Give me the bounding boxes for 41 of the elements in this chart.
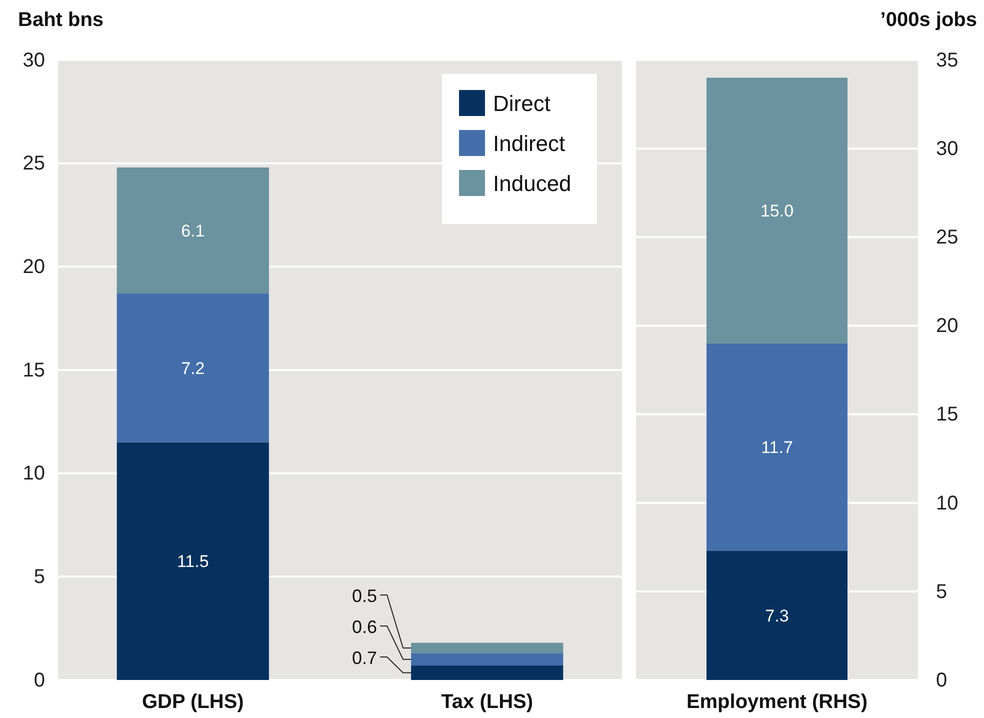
y-axis-title: Baht bns [18, 9, 104, 31]
y2-tick-label: 10 [936, 492, 958, 514]
y2-tick-label: 15 [936, 404, 958, 426]
y2-tick-label: 20 [936, 315, 958, 338]
data-label: 15.0 [760, 202, 794, 221]
data-label: 11.5 [176, 552, 209, 572]
y-tick-label: 0 [34, 669, 45, 692]
bar [116, 442, 269, 680]
y-tick-label: 25 [22, 152, 45, 175]
y-tick-label: 5 [34, 566, 45, 588]
x-tick-label: GDP (LHS) [142, 691, 244, 714]
y2-tick-label: 30 [936, 138, 958, 160]
bar [706, 78, 848, 344]
bar [411, 666, 564, 680]
bar [116, 167, 269, 294]
data-label: 7.3 [765, 606, 789, 626]
bar [706, 550, 848, 680]
y2-tick-label: 5 [936, 580, 948, 603]
data-label: 11.7 [761, 438, 793, 458]
y-tick-label: 20 [22, 256, 45, 278]
y2-axis-title: ’000s jobs [880, 9, 977, 31]
legend-label: Induced [493, 171, 572, 196]
y2-tick-label: 25 [936, 226, 958, 249]
bar [706, 343, 848, 551]
y-tick-label: 10 [22, 462, 45, 485]
data-label: 7.2 [181, 358, 205, 378]
y2-tick-label: 0 [936, 669, 948, 692]
y2-tick-label: 35 [936, 49, 958, 72]
x-tick-label: Employment (RHS) [686, 691, 868, 714]
y-tick-label: 15 [22, 359, 45, 382]
legend-label: Direct [493, 91, 550, 116]
data-label: 0.6 [352, 617, 378, 637]
legend-label: Indirect [493, 131, 566, 156]
data-label: 0.5 [352, 586, 378, 606]
bar [116, 294, 269, 442]
data-label: 6.1 [181, 222, 205, 240]
data-label: 0.7 [352, 648, 378, 668]
y-tick-label: 30 [22, 49, 45, 72]
bar [411, 653, 564, 666]
bar [411, 642, 564, 654]
x-tick-label: Tax (LHS) [441, 691, 534, 714]
